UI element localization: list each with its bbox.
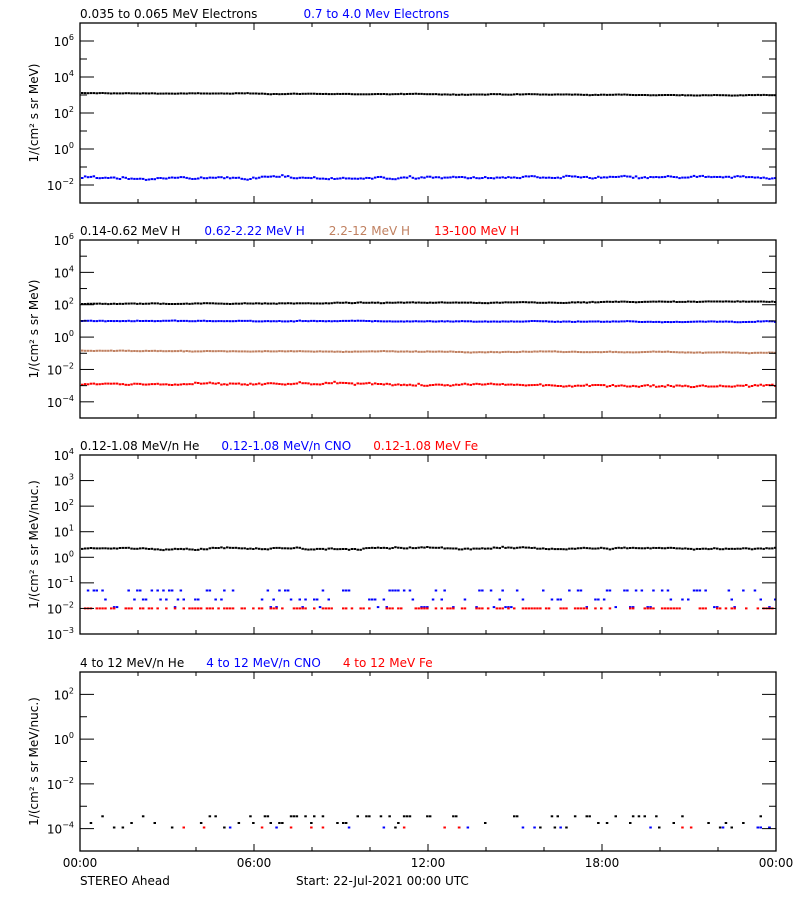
legend-entry: 13-100 MeV H <box>434 224 519 238</box>
legend-entry: 0.12-1.08 MeV/n He <box>80 439 199 453</box>
legend-entry: 0.62-2.22 MeV H <box>204 224 304 238</box>
legend-entry: 2.2-12 MeV H <box>329 224 410 238</box>
series-4-to-12-mev-fe <box>182 826 693 829</box>
y-tick-label: 10−4 <box>47 821 74 837</box>
series-0-12-1-08-mev-n-he <box>81 545 777 552</box>
panel-4: 10−4 10−2 100 102 1/(cm² s sr MeV/nuc.) 4 to … <box>27 656 777 852</box>
y-tick-label: 103 <box>54 473 74 489</box>
y-tick-label: 10−3 <box>47 626 74 642</box>
legend-entry: 0.035 to 0.065 MeV Electrons <box>80 7 257 21</box>
x-tick-label: 00:00 <box>63 856 98 870</box>
x-tick-label: 18:00 <box>585 856 620 870</box>
y-tick-label: 100 <box>54 141 74 157</box>
y-tick-label: 100 <box>54 549 74 565</box>
y-tick-label: 10−2 <box>47 600 74 616</box>
y-tick-label: 10−2 <box>47 177 74 193</box>
y-tick-label: 10−1 <box>47 575 74 591</box>
series-0-14-0-62-mev-h <box>81 300 777 306</box>
y-tick-label: 102 <box>54 105 74 121</box>
y-tick-label: 100 <box>54 329 74 345</box>
y-tick-label: 101 <box>54 524 74 540</box>
y-tick-label: 102 <box>54 297 74 313</box>
y-tick-label: 104 <box>54 264 74 280</box>
legend-entry: 4 to 12 MeV Fe <box>343 656 433 670</box>
series-0-12-1-08-mev-n-cno <box>86 589 777 609</box>
panel-1: 10−2 100 102 104 106 1/(cm² s sr MeV) 0.035 to… <box>27 7 777 204</box>
series-0-035-to-0-065-mev-electrons <box>81 92 777 97</box>
legend-entry: 0.14-0.62 MeV H <box>80 224 180 238</box>
legend-entry: 0.12-1.08 MeV Fe <box>373 439 478 453</box>
series-4-to-12-mev-n-he <box>89 815 771 829</box>
start-time-label: Start: 22-Jul-2021 00:00 UTC <box>296 874 469 888</box>
series-13-100-mev-h <box>81 380 777 389</box>
plot-frame <box>79 671 777 852</box>
y-tick-label: 10−2 <box>47 361 74 377</box>
series-4-to-12-mev-n-cno <box>228 826 771 829</box>
y-tick-label: 106 <box>54 33 74 49</box>
legend-entry: 4 to 12 MeV/n CNO <box>206 656 321 670</box>
y-tick-label: 10−4 <box>47 394 74 410</box>
y-axis-label: 1/(cm² s sr MeV/nuc.) <box>27 697 41 826</box>
series-0-12-1-08-mev-fe <box>83 607 774 610</box>
y-tick-label: 10−2 <box>47 776 74 792</box>
panel-2: 10−4 10−2 100 102 104 106 1/(cm² s sr MeV) 0.14… <box>27 224 777 419</box>
legend-entry: 0.12-1.08 MeV/n CNO <box>221 439 351 453</box>
y-tick-label: 104 <box>54 447 74 463</box>
y-axis-label: 1/(cm² s sr MeV) <box>27 64 41 163</box>
y-axis-label: 1/(cm² s sr MeV) <box>27 280 41 379</box>
series-2-2-12-mev-h <box>81 349 777 355</box>
legend-entry: 4 to 12 MeV/n He <box>80 656 184 670</box>
y-tick-label: 100 <box>54 731 74 747</box>
panel-3: 10−3 10−2 10−1 100 101 102 103 104 1/(cm² s sr M… <box>27 439 777 642</box>
x-tick-label: 06:00 <box>237 856 272 870</box>
spacecraft-label: STEREO Ahead <box>80 874 170 888</box>
plot-frame <box>79 239 777 419</box>
x-tick-label: 12:00 <box>411 856 446 870</box>
y-axis-label: 1/(cm² s sr MeV/nuc.) <box>27 480 41 609</box>
series-0-7-to-4-0-mev-electrons <box>81 174 777 181</box>
x-tick-label: 00:00 <box>759 856 794 870</box>
y-tick-label: 102 <box>54 498 74 514</box>
legend-entry: 0.7 to 4.0 Mev Electrons <box>303 7 449 21</box>
y-tick-label: 104 <box>54 69 74 85</box>
series-0-62-2-22-mev-h <box>81 319 777 324</box>
y-tick-label: 102 <box>54 686 74 702</box>
y-tick-label: 106 <box>54 232 74 248</box>
